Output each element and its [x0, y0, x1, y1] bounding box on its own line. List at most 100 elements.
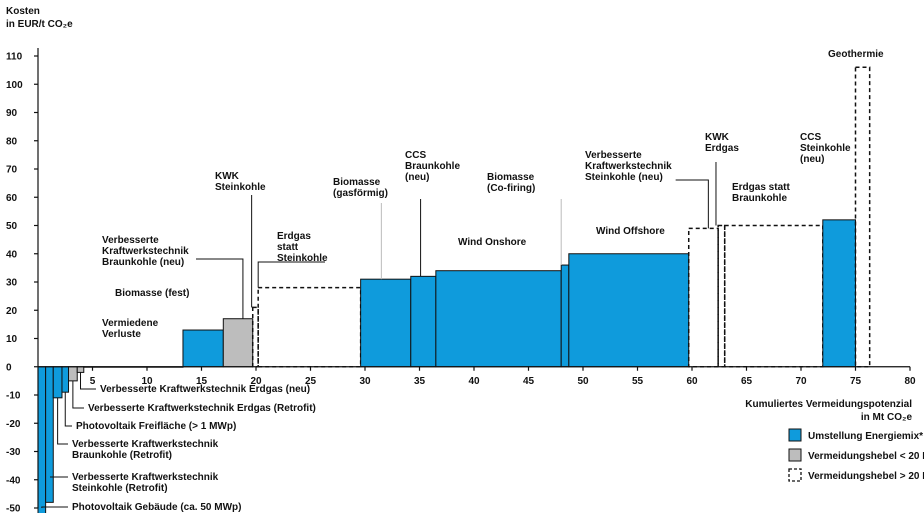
bar-kwk-steinkohle	[251, 306, 259, 368]
annotation-vkt_sk_neu: Verbesserte Kraftwerkstechnik Steinkohle (…	[585, 150, 672, 183]
x-tick-label: 35	[414, 376, 426, 387]
y-tick-label: 30	[6, 278, 18, 289]
annotation-erdgas_sk: Erdgas statt Steinkohle	[277, 231, 328, 264]
bar-verbesserte-kraftwerkstechnik-erdgas-neu	[76, 366, 85, 373]
annotation-vkt_eg_retro: Verbesserte Kraftwerkstechnik Erdgas (Re…	[88, 403, 316, 414]
bar-ccs-steinkohle-neu	[822, 219, 856, 368]
bar-verbesserte-kraftwerkstechnik-steinkohle-neu	[687, 227, 719, 368]
bar-erdgas-statt-steinkohle	[257, 286, 362, 368]
legend: Umstellung Energiemix* Vermeidungshebel <…	[788, 428, 924, 482]
y-axis-title: in EUR/t CO₂e	[6, 19, 73, 30]
x-tick-label: 50	[577, 376, 589, 387]
leader-line	[72, 380, 84, 409]
annotation-vkt_sk_retro: Verbesserte Kraftwerkstechnik Steinkohle …	[72, 472, 219, 494]
x-tick-label: 45	[523, 376, 535, 387]
annotation-wind_off: Wind Offshore	[596, 226, 665, 237]
annotation-wind_on: Wind Onshore	[458, 237, 527, 248]
annotation-kwk_eg: KWK Erdgas	[705, 132, 739, 154]
x-tick-label: 30	[359, 376, 371, 387]
annotations: Vermiedene Verluste Biomasse (fest) Verbess…	[72, 49, 884, 513]
bar-ccs-braunkohle-neu	[410, 275, 437, 368]
annotation-erdgas_bk: Erdgas statt Braunkohle	[732, 182, 790, 204]
x-tick-label: 75	[850, 376, 862, 387]
bar-verbesserte-kraftwerkstechnik-braunkohle-neu	[222, 318, 254, 368]
bar-kwk-erdgas	[717, 224, 726, 368]
annotation-pv_frei: Photovoltaik Freifläche (> 1 MWp)	[76, 421, 236, 432]
y-tick-label: -10	[6, 391, 21, 402]
leader-line	[257, 261, 325, 288]
y-tick-label: 40	[6, 249, 18, 260]
y-tick-label: -20	[6, 419, 21, 430]
leader-line	[57, 397, 68, 445]
annotation-bio_gas: Biomasse (gasförmig)	[333, 177, 388, 199]
x-axis-title: Kumuliertes Vermeidungspotenzial	[745, 399, 912, 410]
annotation-pv_geb: Photovoltaik Gebäude (ca. 50 MWp)	[72, 502, 241, 513]
legend-swatch-blue	[788, 428, 802, 442]
y-tick-label: 70	[6, 165, 18, 176]
bar-wind-onshore	[435, 270, 562, 368]
bar-wind-offshore	[568, 253, 690, 368]
annotation-geo: Geothermie	[828, 49, 884, 60]
y-tick-label: 20	[6, 306, 18, 317]
y-tick-label: 90	[6, 108, 18, 119]
x-tick-label: 10	[141, 376, 153, 387]
bar-photovoltaik-freifl-che-1-mwp	[61, 366, 70, 393]
y-tick-label: -40	[6, 475, 21, 486]
y-tick-label: -30	[6, 447, 21, 458]
y-tick-label: 50	[6, 221, 18, 232]
annotation-bio_co: Biomasse (Co-firing)	[487, 172, 535, 194]
tick-labels: 1101009080706050403020100-10-20-30-40-50…	[6, 52, 916, 513]
annotation-ccs_sk: CCS Steinkohle (neu)	[800, 132, 851, 165]
legend-label-gray: Vermeidungshebel < 20 EUR/t CO₂e	[808, 451, 924, 462]
annotation-biofest: Biomasse (fest)	[115, 288, 189, 299]
x-tick-label: 80	[904, 376, 916, 387]
y-tick-label: 110	[6, 52, 23, 63]
annotation-vkt_eg_neu: Verbesserte Kraftwerkstechnik Erdgas (ne…	[100, 384, 310, 395]
bar-biomasse-gasf-rmig	[360, 278, 412, 368]
axes	[34, 48, 911, 509]
x-tick-label: 20	[250, 376, 262, 387]
y-tick-label: 0	[6, 362, 12, 373]
x-tick-label: 60	[686, 376, 698, 387]
legend-swatch-dashed	[788, 468, 802, 482]
annotation-vkt_bk_retro: Verbesserte Kraftwerkstechnik Braunkohle …	[72, 439, 219, 461]
annotation-kwk_sk: KWK Steinkohle	[215, 171, 266, 193]
y-axis-title: Kosten	[6, 6, 40, 17]
y-tick-label: -50	[6, 504, 21, 513]
x-tick-label: 25	[305, 376, 317, 387]
leader-line	[196, 258, 244, 319]
legend-swatch-gray	[788, 448, 802, 462]
x-tick-label: 5	[90, 376, 96, 387]
y-tick-label: 10	[6, 334, 18, 345]
bar-photovoltaik-geb-ude-ca-50-mwp	[37, 366, 47, 513]
leader-line	[64, 392, 72, 427]
bar-biomasse-co-firing	[560, 264, 570, 368]
x-tick-label: 55	[632, 376, 644, 387]
axis-titles: Kosten in EUR/t CO₂e Kumuliertes Vermeidun…	[6, 6, 912, 423]
leader-line	[41, 506, 68, 508]
annotation-vkt_bk_neu: Verbesserte Kraftwerkstechnik Braunkohle (…	[102, 235, 189, 268]
annotation-vermiedene: Vermiedene Verluste	[102, 318, 159, 340]
bar-erdgas-statt-braunkohle	[723, 224, 824, 368]
leader-line	[80, 372, 96, 390]
x-tick-label: 70	[795, 376, 807, 387]
legend-label-dashed: Vermeidungshebel > 20 EUR/t CO₂e	[808, 471, 924, 482]
bars	[37, 66, 871, 513]
legend-label-blue: Umstellung Energiemix*	[808, 431, 923, 442]
bar-geothermie	[854, 66, 871, 368]
bar-biomasse-fest	[182, 329, 224, 368]
x-tick-label: 15	[196, 376, 208, 387]
x-axis-title: in Mt CO₂e	[861, 412, 913, 423]
y-tick-label: 100	[6, 80, 23, 91]
leader-lines	[41, 162, 717, 508]
x-tick-label: 65	[741, 376, 753, 387]
x-tick-label: 40	[468, 376, 480, 387]
y-tick-label: 60	[6, 193, 18, 204]
bar-verbesserte-kraftwerkstechnik-steinkohle-retrofit	[45, 366, 54, 503]
bar-verbesserte-kraftwerkstechnik-erdgas-retrofit	[68, 366, 78, 382]
leader-line	[675, 179, 709, 229]
bar-verbesserte-kraftwerkstechnik-braunkohle-retrofit	[52, 366, 63, 399]
y-tick-label: 80	[6, 136, 18, 147]
annotation-ccs_bk: CCS Braunkohle (neu)	[405, 150, 460, 183]
